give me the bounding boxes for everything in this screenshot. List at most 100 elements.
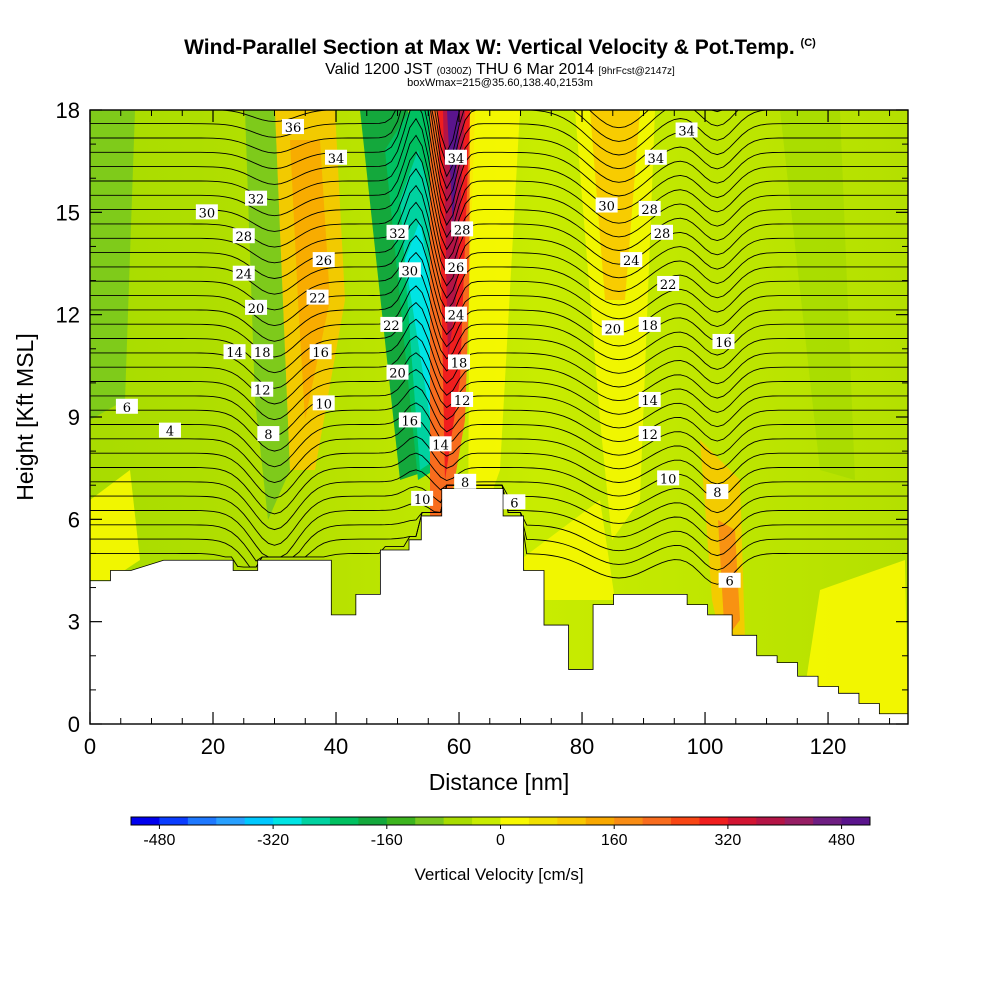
colorbar-swatch [727, 817, 757, 825]
theta-contour-label: 26 [444, 258, 467, 276]
theta-contour [90, 110, 908, 190]
theta-contour [90, 335, 908, 405]
theta-label-text: 32 [248, 193, 265, 208]
theta-contour-label: 6 [718, 572, 741, 590]
theta-label-text: 34 [328, 152, 345, 167]
theta-contour [90, 402, 908, 468]
theta-contour-label: 26 [312, 252, 335, 269]
theta-label-text: 20 [605, 322, 622, 337]
theta-contour-label: 8 [454, 473, 477, 491]
theta-contour-label: 32 [245, 190, 268, 208]
theta-label-text: 14 [641, 394, 658, 409]
colorbar-swatch [642, 817, 672, 825]
theta-label-text: 22 [383, 319, 400, 334]
theta-label-box [312, 395, 335, 411]
theta-label-text: 36 [285, 121, 302, 136]
theta-label-text: 28 [454, 223, 471, 238]
theta-contour [90, 218, 908, 311]
theta-contour [90, 385, 908, 452]
theta-contour [90, 352, 908, 421]
theta-contour [90, 201, 908, 299]
theta-label-box [386, 364, 409, 380]
theta-label-box [444, 258, 467, 274]
theta-label-box [251, 344, 274, 360]
theta-label-text: 24 [448, 309, 465, 324]
colorbar-swatch [358, 817, 388, 825]
theta-contour-label: 24 [444, 306, 467, 324]
colorbar-tick-label: 320 [715, 832, 742, 849]
colorbar-tick-label: 160 [601, 832, 628, 849]
y-tick-label: 18 [56, 98, 80, 123]
theta-contour-label: 16 [398, 412, 421, 429]
colorbar-swatch [557, 817, 587, 825]
theta-label-box [195, 204, 218, 220]
theta-contour-label: 10 [657, 470, 680, 487]
colorbar-swatch [131, 817, 160, 825]
theta-contour-label: 10 [411, 490, 434, 508]
theta-contour-label: 28 [451, 221, 474, 238]
theta-label-box [309, 344, 332, 360]
theta-label-box [325, 149, 348, 165]
colorbar-swatch [329, 817, 359, 825]
theta-label-text: 4 [166, 425, 174, 440]
theta-contour [90, 110, 908, 226]
theta-contour-label: 22 [306, 289, 329, 307]
theta-label-box [281, 119, 304, 135]
theta-label-text: 28 [654, 227, 671, 242]
valid-prefix: Valid 1200 JST [325, 61, 433, 78]
theta-contour-label: 30 [595, 197, 618, 215]
theta-contour [90, 134, 908, 251]
colorbar-label: Vertical Velocity [cm/s] [414, 865, 583, 884]
theta-contour [90, 419, 908, 483]
theta-contour [90, 469, 908, 531]
theta-label-box [620, 252, 643, 268]
x-tick-label: 40 [324, 734, 348, 759]
theta-contour-label: 22 [657, 275, 680, 293]
theta-label-text: 30 [199, 206, 216, 221]
x-tick-label: 80 [570, 734, 594, 759]
theta-label-box [657, 275, 680, 291]
theta-label-text: 30 [598, 200, 615, 215]
theta-label-box [398, 262, 421, 278]
updraft-core [447, 110, 460, 230]
colorbar-swatch [841, 817, 871, 825]
theta-label-text: 14 [226, 346, 243, 361]
theta-label-box [718, 572, 741, 588]
theta-contour-label: 6 [115, 398, 138, 416]
valid-time-line: Valid 1200 JST (0300Z) THU 6 Mar 2014 [9… [0, 61, 1000, 79]
theta-label-box [223, 344, 246, 360]
theta-label-box [312, 252, 335, 268]
theta-label-box [657, 470, 680, 486]
theta-contour-label: 18 [251, 344, 274, 361]
colorbar-swatch [756, 817, 786, 825]
theta-contour-label: 34 [675, 122, 698, 139]
colorbar-swatch [187, 817, 217, 825]
theta-contour [90, 368, 908, 436]
theta-contour-label: 10 [312, 395, 335, 412]
theta-label-box [448, 354, 471, 370]
colorbar: -480 -320 -160 0 160 320 480 [130, 816, 871, 849]
y-tick-label: 9 [68, 405, 80, 430]
updraft-core-a [290, 140, 330, 420]
theta-contour-label: 34 [444, 149, 467, 167]
box-info: boxWmax=215@35.60,138.40,2153m [407, 77, 593, 89]
theta-label-box [601, 320, 624, 336]
theta-label-text: 34 [678, 124, 695, 139]
colorbar-swatch [301, 817, 331, 825]
theta-label-box [454, 473, 477, 489]
theta-label-text: 22 [309, 292, 326, 307]
theta-label-box [451, 391, 474, 407]
theta-label-text: 8 [713, 486, 721, 501]
theta-label-text: 20 [248, 302, 265, 317]
velocity-field: 4 6 8 10 12 16 18 14 20 22 24 26 28 30 32 34 36 10 14 16 20 2… [90, 110, 908, 724]
theta-contour-label: 12 [251, 381, 274, 399]
theta-label-box [503, 494, 526, 510]
colorbar-swatch [472, 817, 501, 825]
colorbar-swatch [386, 817, 416, 825]
theta-label-text: 18 [641, 319, 658, 334]
y-axis-label: Height [Kft MSL] [12, 333, 38, 500]
theta-contour-label: 6 [503, 494, 526, 511]
theta-label-box [398, 412, 421, 428]
